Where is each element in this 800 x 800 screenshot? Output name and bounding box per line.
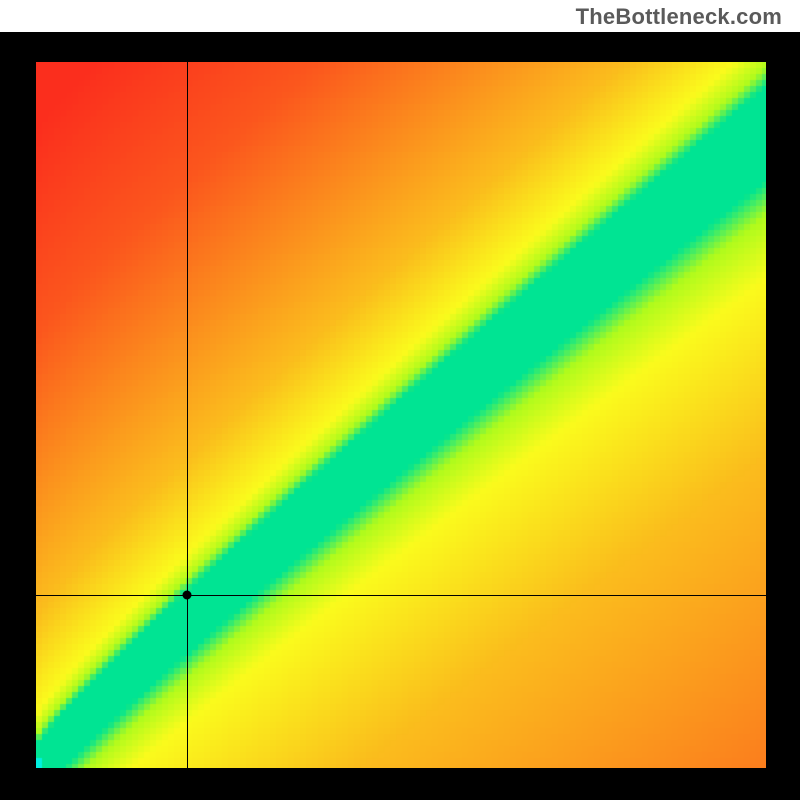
crosshair-horizontal (36, 595, 766, 596)
chart-outer-frame (0, 32, 800, 800)
heatmap-canvas (36, 62, 766, 768)
crosshair-marker-dot (183, 591, 192, 600)
crosshair-vertical (187, 62, 188, 768)
attribution-text: TheBottleneck.com (576, 4, 782, 30)
heatmap-plot (36, 62, 766, 768)
